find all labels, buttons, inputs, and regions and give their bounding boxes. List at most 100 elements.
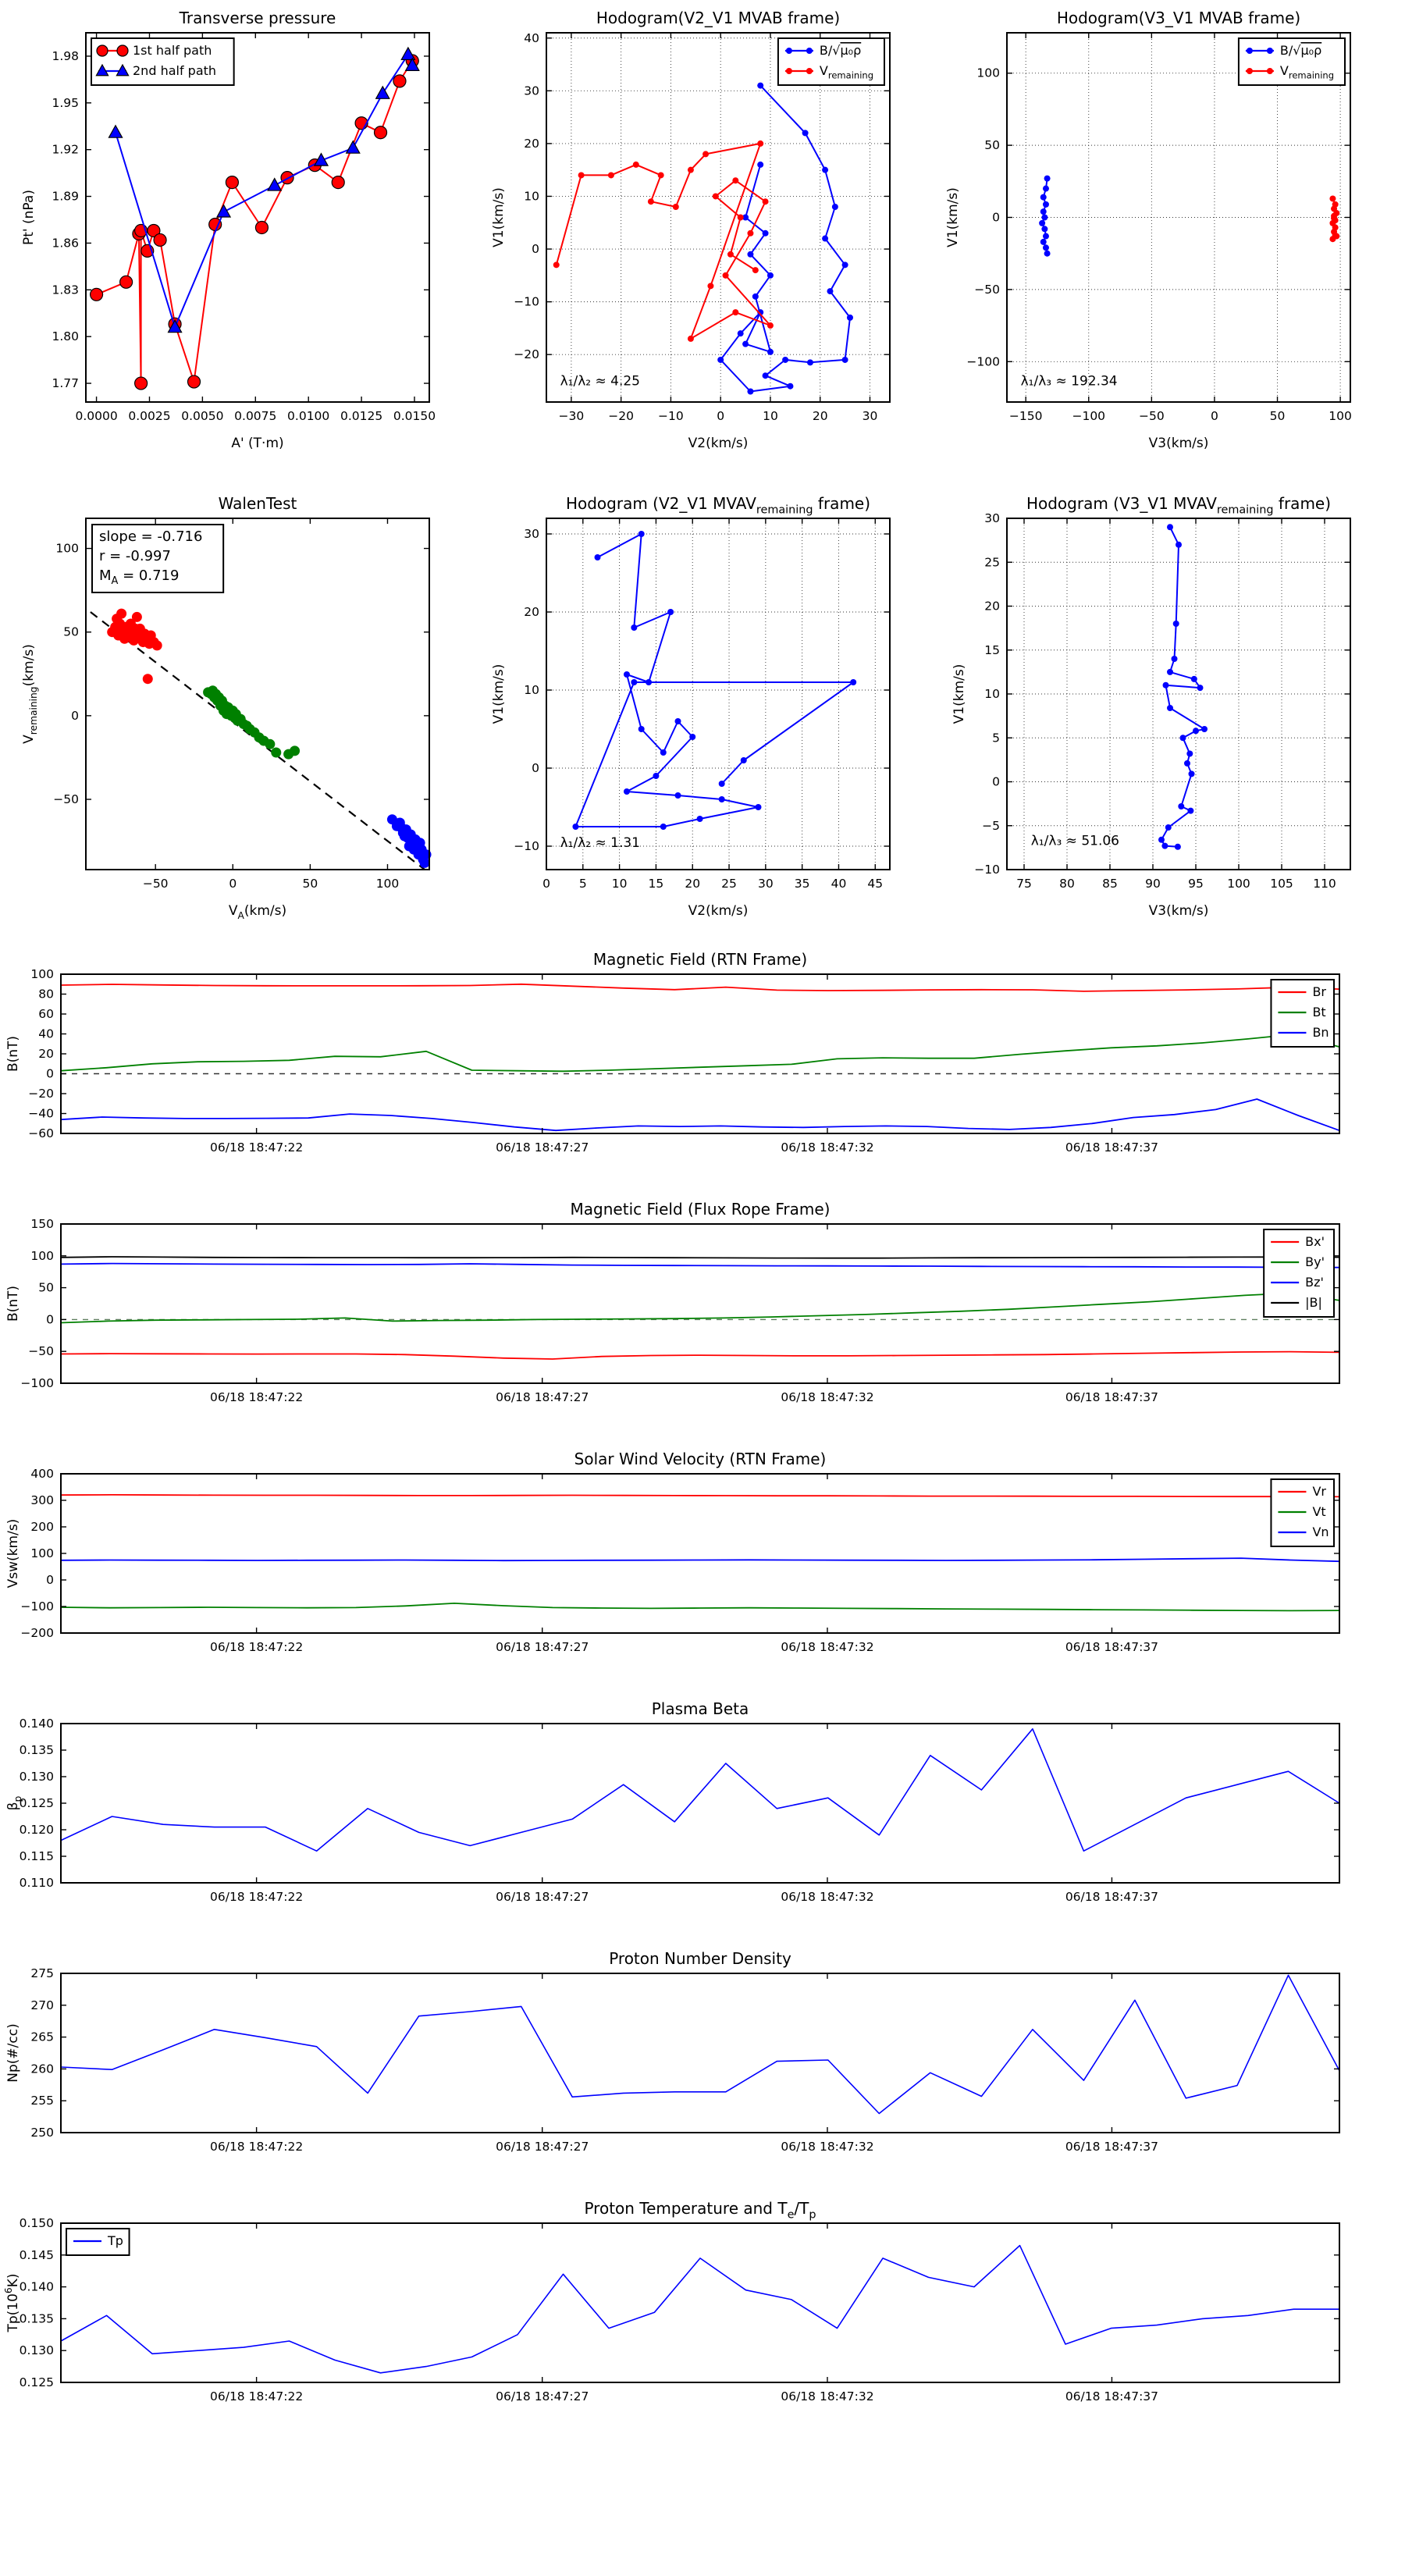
svg-text:1.86: 1.86 [52,236,79,250]
svg-text:By': By' [1305,1254,1325,1269]
hodogram-v3v1-mvab-series [1039,175,1340,257]
svg-text:60: 60 [38,1007,54,1021]
svg-text:Br: Br [1312,984,1326,999]
hodogram-v3v1-mvab-tick-marks [1007,33,1350,402]
transverse-pressure-markers-2nd-half-path [108,46,420,333]
hodogram-v2v1-mvav-tick-marks [546,518,890,870]
svg-text:2nd half path: 2nd half path [133,63,216,78]
svg-text:06/18 18:47:37: 06/18 18:47:37 [1065,1140,1158,1155]
svg-text:20: 20 [524,137,539,151]
plasma-beta-tick-marks [61,1723,1339,1884]
svg-text:Vremaining: Vremaining [1280,63,1334,80]
mag-rtn-tick-marks [61,973,1339,1134]
hodogram-v3v1-mvab-grid [1007,33,1350,402]
svg-text:06/18 18:47:37: 06/18 18:47:37 [1065,1390,1158,1404]
svg-text:06/18 18:47:22: 06/18 18:47:22 [210,1890,303,1904]
svg-text:Np(#/cc): Np(#/cc) [5,2023,21,2082]
svg-text:−60: −60 [28,1126,54,1140]
svg-text:0.140: 0.140 [20,2280,54,2294]
svg-text:−50: −50 [974,283,1000,297]
svg-text:−20: −20 [514,347,539,361]
transverse-pressure-legend: 1st half path 2nd half path [91,37,235,86]
mag-fluxrope-line-Bz-prime [60,1262,1340,1268]
walen-test-tick-labels: −50 0 50 100 −50 0 50 100 [53,542,399,891]
velocity-rtn-axes [60,1473,1340,1634]
mag-rtn-legend: Br Bt Bn [1270,979,1335,1048]
panel-mag-rtn: 06/18 18:47:22 06/18 18:47:27 06/18 18:47:… [5,950,1340,1155]
svg-text:−200: −200 [20,1626,54,1640]
svg-text:Magnetic Field (Flux Rope Fram: Magnetic Field (Flux Rope Frame) [571,1200,831,1219]
plasma-beta-axes [60,1723,1340,1884]
svg-text:−40: −40 [28,1107,54,1121]
svg-text:0.110: 0.110 [20,1876,54,1890]
svg-text:40: 40 [38,1027,54,1041]
svg-text:Bz': Bz' [1305,1275,1324,1290]
panel-mag-fluxrope: 06/18 18:47:22 06/18 18:47:27 06/18 18:47:… [5,1200,1340,1404]
svg-text:0.135: 0.135 [20,1743,54,1757]
svg-text:Vremaining(km/s): Vremaining(km/s) [21,644,39,744]
svg-text:15: 15 [649,877,664,891]
svg-text:|B|: |B| [1305,1295,1322,1310]
svg-text:V2(km/s): V2(km/s) [688,436,749,451]
panel-hodogram-v3v1-mvab: −150 −100 −50 0 50 100 −100 −50 0 50 100 Hodogram(V… [945,9,1352,451]
mag-fluxrope-legend: Bx' By' Bz' |B| [1263,1229,1336,1318]
svg-text:110: 110 [1313,877,1336,891]
svg-text:0: 0 [46,1067,54,1081]
svg-text:VA(km/s): VA(km/s) [229,903,286,921]
svg-text:270: 270 [30,1998,54,2012]
hodogram-v2v1-mvab-line-V-remaining-trace [555,142,771,340]
panel-hodogram-v2v1-mvab: −30 −20 −10 0 10 20 30 −20 −10 0 10 20 30 40 Hodogram(… [491,9,891,451]
svg-text:150: 150 [30,1217,54,1231]
svg-text:V1(km/s): V1(km/s) [945,187,961,247]
svg-text:35: 35 [795,877,810,891]
svg-text:Pt' (nPa): Pt' (nPa) [21,190,37,245]
svg-text:1.95: 1.95 [52,96,79,110]
mag-rtn-line-Bt [60,1034,1340,1073]
walen-test-markers-last-third [386,814,432,868]
svg-text:V1(km/s): V1(km/s) [491,187,507,247]
hodogram-v3v1-mvab-tick-labels: −150 −100 −50 0 50 100 −100 −50 0 50 100 [966,66,1351,423]
svg-text:Vremaining: Vremaining [820,63,873,80]
hodogram-v2v1-mvab-tick-marks [546,33,890,402]
svg-text:25: 25 [721,877,737,891]
svg-text:100: 100 [376,877,400,891]
svg-text:0: 0 [532,242,539,256]
hodogram-v2v1-mvav-tick-labels: 0 5 10 15 20 25 30 35 40 45 −10 0 10 20 30 [514,527,883,891]
svg-text:20: 20 [685,877,700,891]
hodogram-v2v1-mvav-axes [546,518,891,870]
svg-text:06/18 18:47:27: 06/18 18:47:27 [496,1890,589,1904]
svg-text:Hodogram(V2_V1 MVAB frame): Hodogram(V2_V1 MVAB frame) [596,9,840,27]
svg-text:Vsw(km/s): Vsw(km/s) [5,1519,21,1589]
hodogram-v2v1-mvab-axes [546,32,891,403]
panel-hodogram-v2v1-mvav: 0 5 10 15 20 25 30 35 40 45 −10 0 10 20 30 Hodogram (V2… [491,494,891,919]
svg-text:30: 30 [758,877,774,891]
velocity-rtn-line-Vr [60,1494,1340,1498]
svg-text:30: 30 [984,511,1000,525]
svg-text:0: 0 [46,1573,54,1587]
hodogram-v3v1-mvav-markers-V-trace [1158,524,1208,850]
svg-text:−150: −150 [1009,409,1043,423]
velocity-rtn-tick-marks [61,1473,1339,1634]
hodogram-v2v1-mvav-markers-V-trace [572,531,857,830]
panel-proton-temp: 06/18 18:47:22 06/18 18:47:27 06/18 18:47:… [3,2199,1340,2403]
hodogram-v2v1-mvab-markers-B-trace [717,82,853,395]
svg-text:0: 0 [717,409,724,423]
svg-text:0.115: 0.115 [20,1849,54,1863]
velocity-rtn-line-Vn [60,1557,1340,1563]
svg-text:105: 105 [1270,877,1293,891]
svg-text:1.80: 1.80 [52,329,79,343]
svg-text:50: 50 [984,138,1000,152]
svg-text:V2(km/s): V2(km/s) [688,903,749,919]
svg-text:−10: −10 [658,409,684,423]
svg-text:V1(km/s): V1(km/s) [951,664,967,724]
mag-fluxrope-tick-labels: 06/18 18:47:22 06/18 18:47:27 06/18 18:47:… [20,1217,1158,1404]
transverse-pressure-line-2nd-half-path [115,53,414,329]
svg-text:0.0050: 0.0050 [181,409,223,423]
svg-text:50: 50 [303,877,318,891]
svg-text:06/18 18:47:37: 06/18 18:47:37 [1065,2140,1158,2154]
svg-text:Tp: Tp [107,2233,123,2248]
transverse-pressure-tick-labels: 0.0000 0.0025 0.0050 0.0075 0.0100 0.0125 0.01… [52,49,436,423]
svg-text:100: 100 [1329,409,1352,423]
svg-text:−50: −50 [143,877,169,891]
